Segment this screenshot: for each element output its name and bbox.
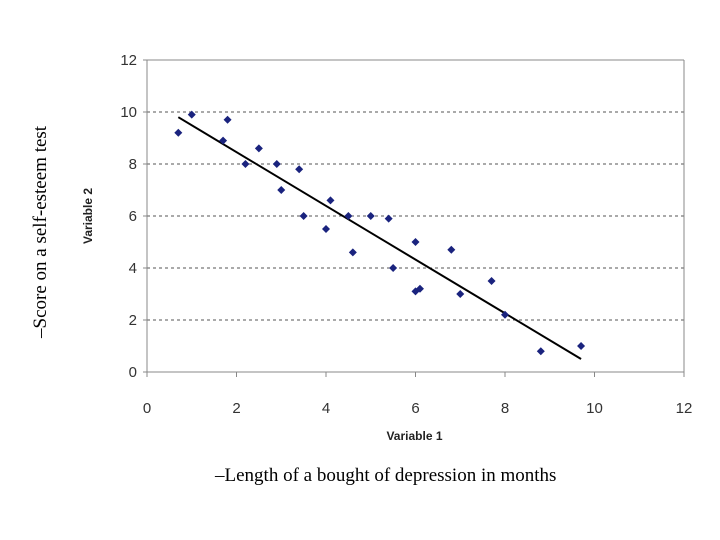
data-point xyxy=(384,214,393,223)
y-axis-caption: –Score on a self-esteem test xyxy=(30,125,51,338)
y-axis-title: Variable 2 xyxy=(81,188,95,244)
data-point xyxy=(326,196,335,205)
data-point xyxy=(487,277,496,285)
y-tick-label: 0 xyxy=(129,364,137,381)
y-tick-label: 8 xyxy=(129,156,137,173)
data-point xyxy=(415,284,424,293)
data-point xyxy=(174,128,183,137)
data-point xyxy=(348,248,357,257)
data-point xyxy=(254,144,263,153)
data-point xyxy=(456,290,465,298)
data-point xyxy=(389,264,398,272)
x-tick-label: 2 xyxy=(232,400,240,417)
y-tick-label: 10 xyxy=(120,104,137,121)
data-point xyxy=(411,238,420,246)
data-point xyxy=(219,136,228,145)
x-tick-label: 4 xyxy=(322,400,330,417)
data-point xyxy=(295,165,304,174)
data-point xyxy=(536,347,545,356)
trend-line xyxy=(177,116,582,360)
x-axis-title: Variable 1 xyxy=(386,429,442,443)
y-tick-label: 6 xyxy=(129,208,137,225)
data-point xyxy=(299,212,308,220)
y-tick-label: 12 xyxy=(120,52,137,69)
data-point xyxy=(223,115,232,124)
data-point xyxy=(366,212,375,220)
x-axis-caption: –Length of a bought of depression in mon… xyxy=(215,465,557,486)
data-point xyxy=(272,160,281,168)
data-point xyxy=(501,310,509,319)
data-point xyxy=(322,225,330,233)
data-point xyxy=(187,110,196,119)
x-tick-label: 10 xyxy=(586,400,603,417)
data-point xyxy=(577,342,586,350)
y-tick-label: 4 xyxy=(129,260,137,277)
x-tick-label: 12 xyxy=(676,400,693,417)
data-point xyxy=(447,245,456,254)
data-point xyxy=(344,212,353,220)
x-tick-label: 0 xyxy=(143,400,151,417)
data-point xyxy=(277,186,286,194)
x-tick-label: 6 xyxy=(411,400,419,417)
data-point xyxy=(241,160,250,168)
y-tick-label: 2 xyxy=(129,312,137,329)
x-tick-label: 8 xyxy=(501,400,509,417)
